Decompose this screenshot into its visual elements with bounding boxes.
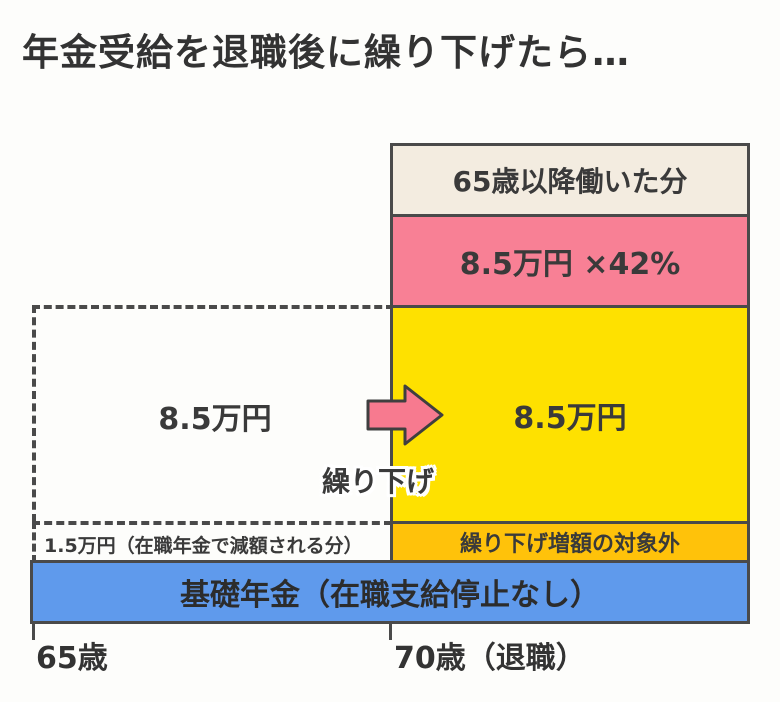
deferred-amount-box: 8.5万円 [390, 305, 750, 524]
deferral-label: 繰り下げ [322, 465, 435, 498]
arrow-right-icon [366, 384, 444, 446]
increase-box: 8.5万円 ×42% [390, 214, 750, 308]
work-after-65-label: 65歳以降働いた分 [452, 165, 688, 198]
basic-pension-bar: 基礎年金（在職支給停止なし） [30, 560, 750, 624]
deferred-amount-label: 8.5万円 [513, 400, 627, 436]
reduced-amount-label: 1.5万円（在職年金で減額される分） [44, 534, 363, 557]
increase-label: 8.5万円 ×42% [459, 247, 681, 282]
pre-deferral-amount-label: 8.5万円 [158, 401, 272, 437]
excluded-label: 繰り下げ増額の対象外 [459, 532, 680, 557]
age-65-label: 65歳 [36, 641, 108, 676]
page-title: 年金受給を退職後に繰り下げたら… [22, 31, 630, 74]
pre-deferral-amount-box: 8.5万円 [32, 305, 394, 522]
age-70-label: 70歳（退職） [394, 641, 586, 676]
excluded-box: 繰り下げ増額の対象外 [390, 521, 750, 563]
basic-pension-label: 基礎年金（在職支給停止なし） [180, 578, 600, 613]
age-65-tick [32, 622, 35, 640]
reduced-amount-box: 1.5万円（在職年金で減額される分） [32, 521, 392, 563]
age-70-tick [389, 622, 392, 640]
work-after-65-box: 65歳以降働いた分 [390, 143, 750, 217]
